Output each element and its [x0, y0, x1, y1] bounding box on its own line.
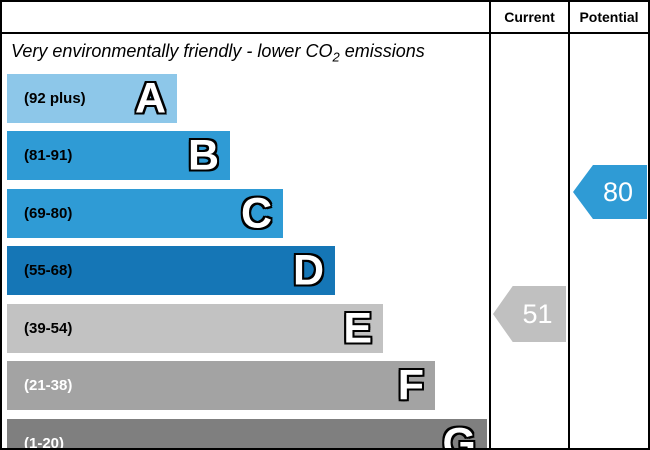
- band-range-label: (69-80): [24, 205, 73, 222]
- band-letter: B: [187, 131, 219, 179]
- band-row-e: (39-54) E: [7, 304, 383, 353]
- band-row-a: (92 plus) A: [7, 74, 177, 123]
- potential-rating-value: 80: [602, 176, 634, 207]
- band-letter: A: [134, 74, 166, 122]
- current-rating-arrow: 51: [493, 286, 566, 342]
- caption-text: Very environmentally friendly - lower CO: [11, 41, 333, 61]
- band-row-d: (55-68) D: [7, 246, 335, 295]
- band-range-label: (21-38): [24, 377, 73, 394]
- band-letter: D: [292, 246, 324, 294]
- band-range-label: (81-91): [24, 147, 73, 164]
- potential-column-divider: [568, 2, 570, 448]
- potential-column-header: Potential: [579, 9, 639, 25]
- band-range-label: (39-54): [24, 320, 73, 337]
- band-range-label: (92 plus): [24, 90, 86, 107]
- band-row-c: (69-80) C: [7, 189, 283, 238]
- header-divider-line: [2, 32, 648, 34]
- band-row-f: (21-38) F: [7, 361, 435, 410]
- current-column-header: Current: [504, 9, 555, 25]
- chart-top-caption: Very environmentally friendly - lower CO…: [11, 41, 425, 65]
- caption-suffix: emissions: [339, 41, 425, 61]
- band-row-g: (1-20) G: [7, 419, 487, 450]
- band-letter: C: [240, 189, 272, 237]
- band-range-label: (1-20): [24, 435, 65, 450]
- band-letter: F: [397, 361, 424, 409]
- potential-rating-arrow: 80: [573, 165, 647, 219]
- current-column-divider: [489, 2, 491, 448]
- band-letter: E: [343, 304, 372, 352]
- band-row-b: (81-91) B: [7, 131, 230, 180]
- band-range-label: (55-68): [24, 262, 73, 279]
- current-rating-value: 51: [522, 298, 553, 329]
- band-letter: G: [442, 419, 476, 450]
- caption-subscript: 2: [332, 49, 340, 65]
